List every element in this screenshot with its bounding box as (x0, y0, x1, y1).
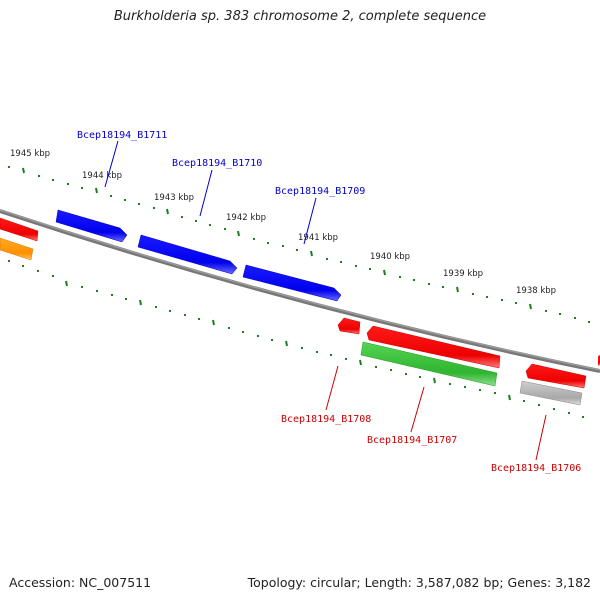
gene-arrow-orange[interactable] (0, 237, 34, 261)
gene-arrow-unlabeled[interactable] (0, 217, 39, 242)
tick-major (285, 340, 288, 347)
tick-major (310, 250, 313, 257)
chromosome-backbone (0, 209, 600, 373)
gene-arrow-b1707-green[interactable] (360, 341, 498, 387)
map-title: Burkholderia sp. 383 chromosome 2, compl… (113, 9, 487, 24)
tick-major (237, 230, 240, 237)
gene-label-b1707[interactable]: Bcep18194_B1707 (367, 435, 457, 446)
gene-arrow-b1706[interactable] (525, 363, 587, 389)
leader-line-b1706 (535, 414, 547, 461)
chromosome-backbone-highlight (0, 209, 600, 371)
scale-label: 1945 kbp (10, 149, 50, 159)
tick-major (22, 167, 25, 174)
leader-line-b1708 (325, 365, 339, 411)
gene-arrow-gray[interactable] (519, 380, 583, 406)
scale-label: 1943 kbp (154, 193, 194, 203)
scale-label: 1938 kbp (516, 286, 556, 296)
tick-major (383, 269, 386, 276)
gene-label-b1710[interactable]: Bcep18194_B1710 (172, 158, 262, 169)
gene-label-b1709[interactable]: Bcep18194_B1709 (275, 186, 365, 197)
tick-major (433, 377, 436, 384)
tick-minor-dots (8, 166, 590, 323)
gene-label-b1708[interactable]: Bcep18194_B1708 (281, 414, 371, 425)
tick-major (166, 208, 169, 215)
scale-label: 1942 kbp (226, 213, 266, 223)
tick-major (456, 286, 459, 293)
leader-line-b1710 (199, 169, 213, 217)
scale-label: 1941 kbp (298, 233, 338, 243)
tick-major (359, 359, 362, 366)
leader-line-b1707 (410, 386, 425, 433)
reverse-gene-track (0, 237, 600, 406)
scale-label: 1944 kbp (82, 171, 122, 181)
tick-major (508, 394, 511, 401)
gene-arrow-b1710[interactable] (137, 234, 238, 275)
tick-major (212, 319, 215, 326)
leader-line-b1709 (303, 197, 317, 245)
tick-major (529, 303, 532, 310)
forward-gene-track (0, 209, 342, 302)
scale-label: 1940 kbp (370, 252, 410, 262)
tick-major (65, 280, 68, 287)
tick-major (95, 187, 98, 194)
gene-arrow-b1708[interactable] (337, 317, 361, 335)
gene-label-b1711[interactable]: Bcep18194_B1711 (77, 130, 167, 141)
scale-label: 1939 kbp (443, 269, 483, 279)
tick-major (139, 299, 142, 306)
gene-arrow-b1711[interactable] (55, 209, 128, 243)
outer-tick-ring (8, 166, 590, 323)
gene-arrow-b1709[interactable] (242, 264, 342, 302)
gene-arrow-b1707[interactable] (366, 325, 501, 369)
accession-label: Accession: NC_007511 (9, 575, 152, 590)
topology-label: Topology: circular; Length: 3,587,082 bp… (247, 575, 591, 590)
tick-minor-dots (8, 260, 584, 418)
leader-line-b1711 (104, 140, 119, 188)
inner-tick-ring (8, 260, 584, 418)
gene-label-b1706[interactable]: Bcep18194_B1706 (491, 463, 581, 474)
